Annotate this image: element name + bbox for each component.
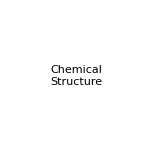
- Text: Chemical
Structure: Chemical Structure: [50, 65, 102, 87]
